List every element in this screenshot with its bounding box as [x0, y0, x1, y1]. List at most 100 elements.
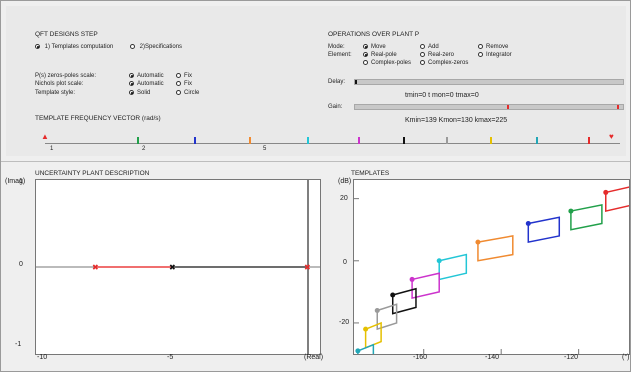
style-circle-radio[interactable] [176, 90, 181, 95]
section-divider [1, 161, 630, 162]
template-3[interactable] [527, 216, 561, 244]
pole-min-marker[interactable]: ✖ [92, 263, 99, 272]
pz-automatic-radio[interactable] [129, 73, 134, 78]
uncertainty-ytick-1: 1 [19, 178, 23, 185]
template-8[interactable] [376, 303, 398, 331]
templates-xtick-140: -140 [485, 354, 500, 361]
templates-ylabel: (dB) [338, 178, 352, 185]
uncertainty-plot[interactable]: ✖ ✖ ✖ [35, 179, 321, 355]
freq-title: TEMPLATE FREQUENCY VECTOR (rad/s) [35, 115, 161, 122]
radio-specifications[interactable]: 2)Specifications [130, 44, 182, 50]
freq-marker-1[interactable] [137, 137, 139, 144]
mode-remove-radio[interactable] [478, 44, 483, 49]
template-5[interactable] [438, 253, 468, 281]
pz-automatic[interactable]: Automatic [129, 73, 164, 79]
template-nominal-point-1[interactable] [603, 189, 609, 195]
element-integrator-radio[interactable] [478, 52, 483, 57]
mode-label: Mode: [328, 44, 345, 50]
nichols-automatic-radio[interactable] [129, 81, 134, 86]
template-6[interactable] [411, 272, 440, 300]
mode-add-label: Add [428, 44, 439, 51]
freq-marker-2[interactable] [194, 137, 196, 144]
nichols-automatic[interactable]: Automatic [129, 81, 164, 87]
style-solid-radio[interactable] [129, 90, 134, 95]
template-nominal-point-3[interactable] [525, 221, 531, 226]
element-complex-poles[interactable]: Complex-poles [363, 60, 411, 66]
template-nominal-point-9[interactable] [363, 326, 369, 332]
element-real-pole[interactable]: Real-pole [363, 52, 397, 58]
element-complex-zeros-label: Complex-zeros [428, 60, 469, 67]
template-nominal-point-6[interactable] [409, 276, 415, 282]
freq-marker-8[interactable] [490, 137, 492, 144]
mode-move-radio[interactable] [363, 44, 368, 49]
freq-marker-6[interactable] [403, 137, 405, 144]
uncertainty-svg: ✖ ✖ ✖ [36, 180, 320, 354]
mode-add-radio[interactable] [420, 44, 425, 49]
element-complex-zeros[interactable]: Complex-zeros [420, 60, 468, 66]
ops-title: OPERATIONS OVER PLANT P [328, 31, 420, 38]
templates-ytick-20: 20 [340, 195, 348, 202]
element-complex-zeros-radio[interactable] [420, 60, 425, 65]
element-integrator[interactable]: Integrator [478, 52, 512, 58]
templates-ytick-neg20: -20 [339, 319, 350, 326]
uncertainty-title: UNCERTAINTY PLANT DESCRIPTION [35, 170, 150, 177]
nichols-fix[interactable]: Fix [176, 81, 192, 87]
gain-slider[interactable] [354, 104, 624, 110]
mode-move-label: Move [371, 44, 386, 51]
style-circle[interactable]: Circle [176, 90, 199, 96]
template-nominal-point-8[interactable] [374, 308, 380, 313]
template-1[interactable] [605, 185, 631, 213]
template-2[interactable] [570, 203, 603, 231]
template-nominal-point-7[interactable] [390, 292, 396, 298]
nichols-fix-radio[interactable] [176, 81, 181, 86]
element-complex-poles-radio[interactable] [363, 60, 368, 65]
gain-max-handle[interactable] [617, 105, 619, 109]
templates-plot[interactable] [353, 179, 631, 371]
uncertainty-xtick-5: -5 [167, 354, 174, 361]
template-7[interactable] [391, 287, 417, 315]
mode-move[interactable]: Move [363, 44, 386, 50]
element-integrator-label: Integrator [486, 52, 512, 59]
templates-xtick-160: -160 [413, 354, 428, 361]
gain-readout: Kmin=139 Kmon=130 kmax=225 [405, 117, 508, 124]
pole-nominal-marker[interactable]: ✖ [169, 263, 176, 272]
pz-scale-label: P(s) zeros-poles scale: [35, 73, 97, 79]
template-nominal-point-4[interactable] [475, 239, 481, 245]
pz-fix[interactable]: Fix [176, 73, 192, 79]
delay-slider[interactable] [354, 79, 624, 85]
nichols-fix-label: Fix [184, 81, 192, 88]
freq-marker-4[interactable] [307, 137, 309, 144]
element-real-zero[interactable]: Real-zero [420, 52, 454, 58]
template-nominal-point-2[interactable] [568, 208, 574, 214]
radio-templates-indicator[interactable] [35, 44, 40, 49]
template-4[interactable] [477, 235, 514, 262]
element-real-zero-radio[interactable] [420, 52, 425, 57]
element-real-pole-label: Real-pole [371, 52, 397, 59]
nichols-scale-label: Nichols plot scale: [35, 81, 84, 87]
style-solid[interactable]: Solid [129, 90, 150, 96]
freq-marker-10[interactable] [588, 137, 590, 144]
templates-xlabel: (°) [622, 354, 630, 361]
freq-marker-3[interactable] [249, 137, 251, 144]
freq-marker-5[interactable] [358, 137, 360, 144]
template-9[interactable] [364, 321, 382, 349]
mode-add[interactable]: Add [420, 44, 439, 50]
delay-min-handle[interactable] [355, 80, 357, 84]
template-nominal-point-10[interactable] [355, 348, 361, 354]
radio-specifications-indicator[interactable] [130, 44, 135, 49]
template-nominal-point-5[interactable] [436, 258, 442, 264]
freq-marker-9[interactable] [536, 137, 538, 144]
element-complex-poles-label: Complex-poles [371, 60, 412, 67]
freq-marker-7[interactable] [446, 137, 448, 144]
nichols-automatic-label: Automatic [137, 81, 164, 88]
delay-label: Delay: [328, 79, 346, 85]
element-real-pole-radio[interactable] [363, 52, 368, 57]
radio-templates[interactable]: 1) Templates computation [35, 44, 113, 50]
pz-fix-radio[interactable] [176, 73, 181, 78]
mode-remove[interactable]: Remove [478, 44, 508, 50]
freq-start-icon[interactable]: ▲ [41, 132, 49, 141]
gain-nominal-handle[interactable] [507, 105, 509, 109]
freq-end-icon[interactable]: ♥ [609, 132, 614, 141]
pole-origin-marker[interactable]: ✖ [304, 263, 311, 272]
